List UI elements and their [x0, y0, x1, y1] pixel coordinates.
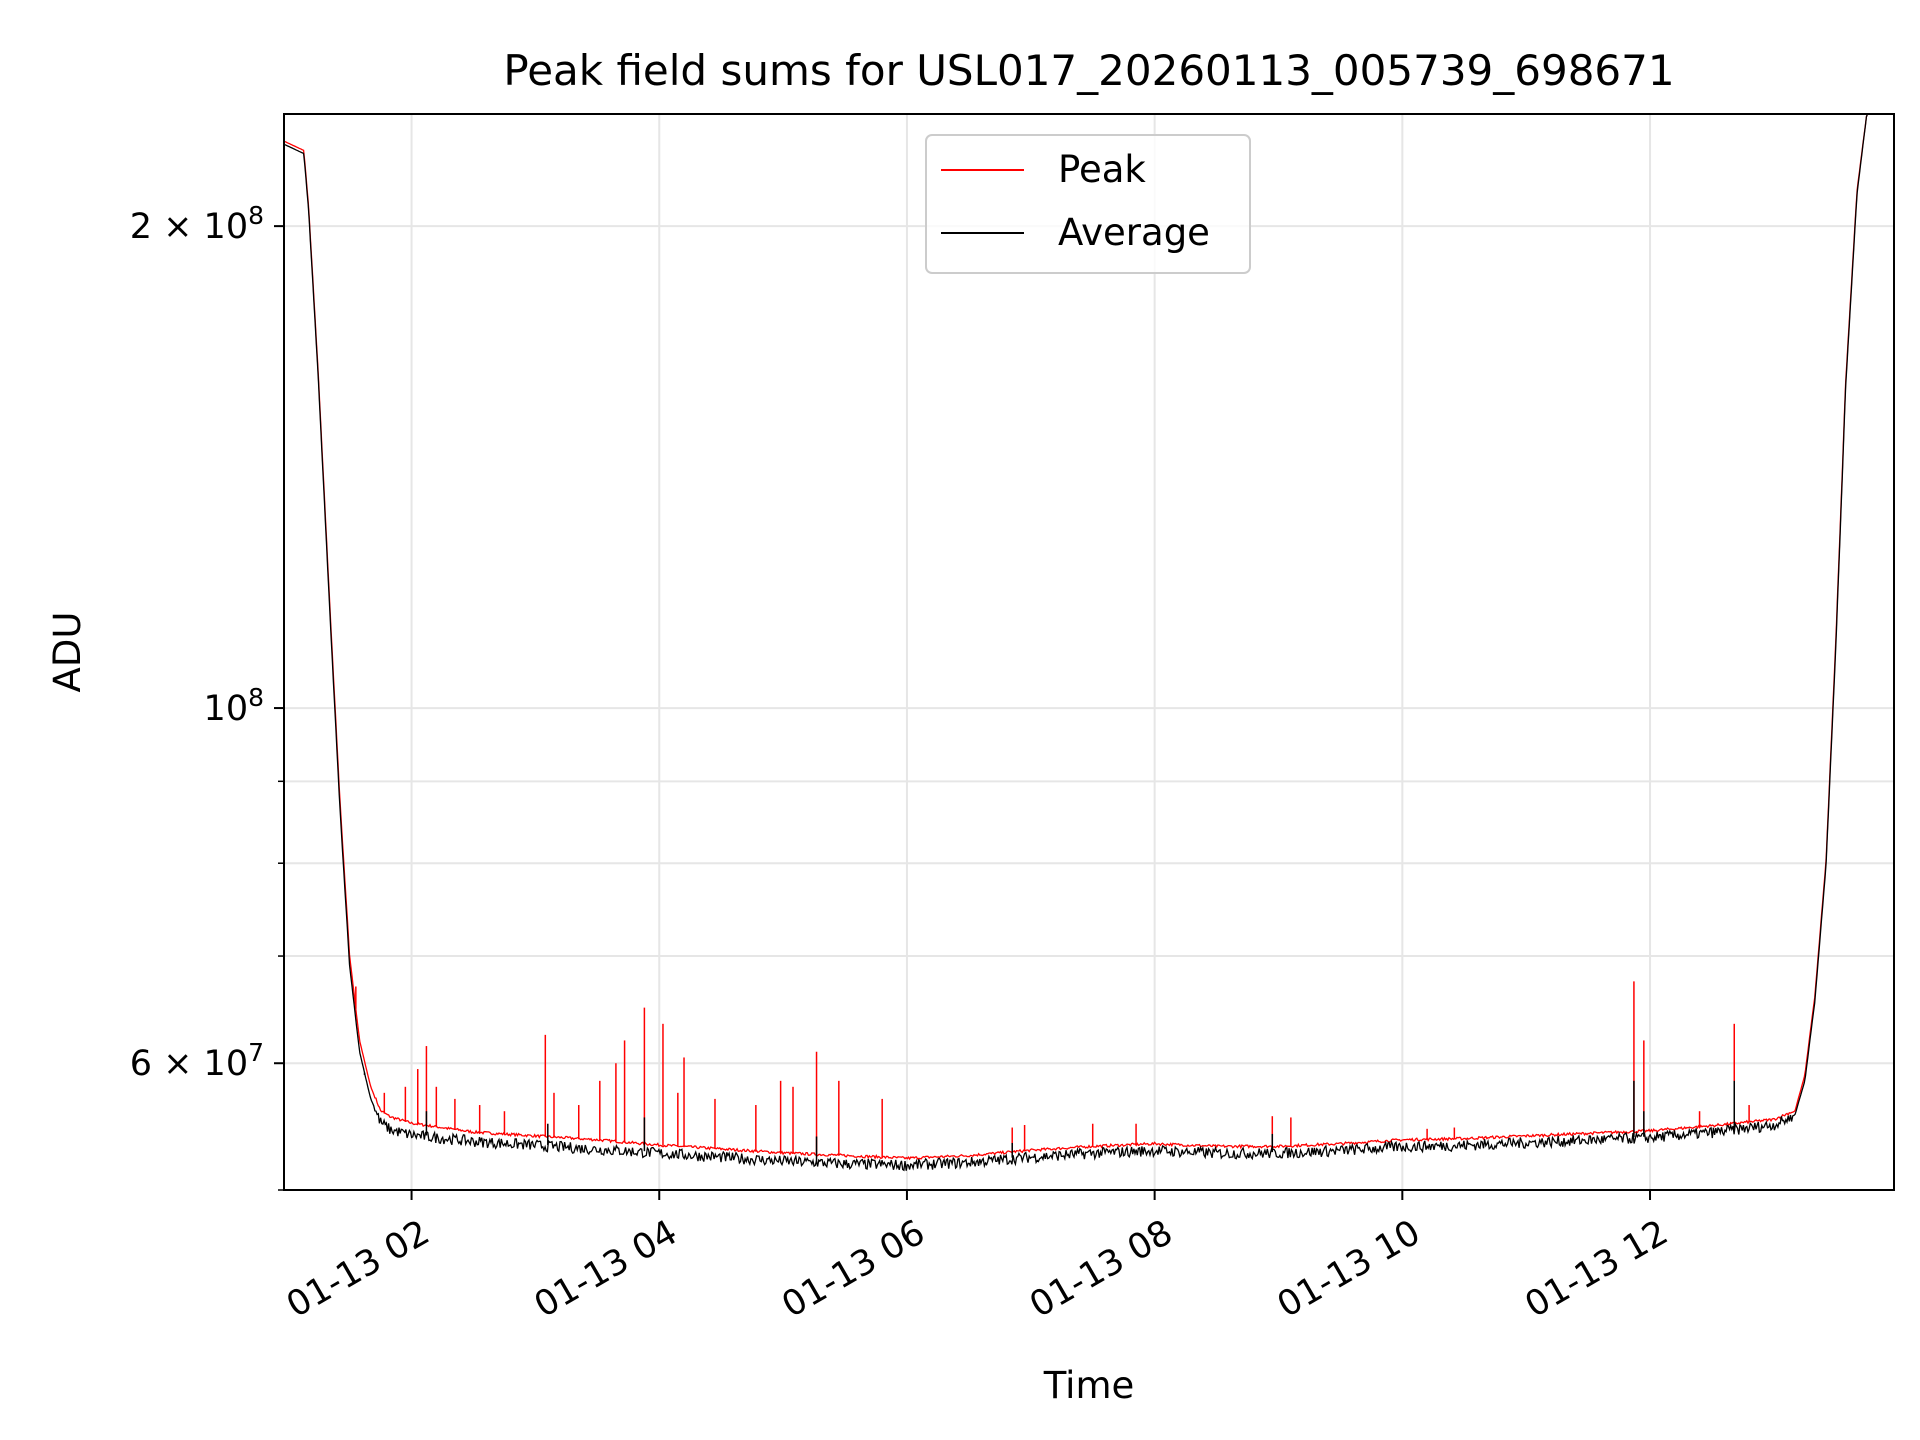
series-line-peak [284, 114, 1894, 1161]
legend-label-average: Average [1058, 211, 1210, 254]
y-tick-label-1: 108 [204, 683, 264, 729]
legend: Peak Average [925, 134, 1251, 274]
legend-label-peak: Peak [1058, 148, 1146, 191]
grid-layer [284, 114, 1894, 1190]
y-axis-label: ADU [46, 612, 89, 693]
y-tick-label-2: 2 × 108 [130, 201, 264, 247]
y-tick-label-0: 6 × 107 [130, 1038, 264, 1084]
series-line-average [284, 114, 1894, 1172]
chart-title: Peak field sums for USL017_20260113_0057… [503, 46, 1674, 95]
plot-frame [283, 113, 1895, 1191]
x-axis-label: Time [1043, 1364, 1135, 1407]
series-layer [284, 114, 1894, 1172]
